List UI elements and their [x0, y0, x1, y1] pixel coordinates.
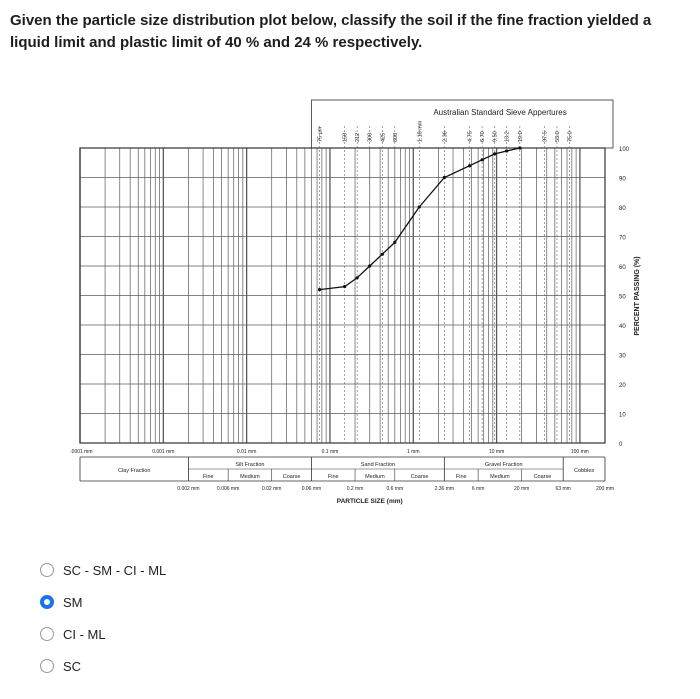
sieve-label: 53.0 — [555, 131, 561, 142]
x-axis-label: PARTICLE SIZE (mm) — [337, 498, 403, 505]
y-tick-label: 30 — [619, 354, 626, 360]
sieve-label: 600 — [393, 133, 399, 142]
x-tick-label: 0.1 mm — [322, 449, 339, 455]
chart-title: Australian Standard Sieve Appertures — [433, 108, 566, 117]
radio-button[interactable] — [40, 627, 54, 641]
y-tick-label: 80 — [619, 206, 626, 212]
option-sc-sm-ci-ml[interactable]: SC - SM - CI - ML — [40, 560, 166, 580]
sub-fraction-label: Fine — [328, 474, 339, 480]
boundary-label: 0.006 mm — [217, 486, 239, 492]
boundary-label: 2.36 mm — [435, 486, 454, 492]
boundary-label: 6 mm — [472, 486, 485, 492]
y-tick-label: 100 — [619, 147, 630, 153]
sieve-label: 4.75 — [468, 131, 474, 142]
x-tick-label: 0.01 mm — [237, 449, 256, 455]
sub-fraction-label: Fine — [456, 474, 467, 480]
data-point — [355, 276, 359, 280]
boundary-label: 200 mm — [596, 486, 614, 492]
particle-size-distribution-chart: Australian Standard Sieve Appertures 0 10 2… — [70, 99, 641, 505]
sieve-label: 37.5 — [542, 131, 548, 142]
boundary-label: 20 mm — [514, 486, 529, 492]
boundary-label: 0.002 mm — [177, 486, 199, 492]
sieve-label: 425 — [380, 133, 386, 142]
data-point — [368, 264, 372, 268]
sub-fraction-label: Coarse — [283, 474, 301, 480]
x-tick-label: 10 mm — [489, 449, 504, 455]
data-point — [468, 164, 472, 168]
sieve-label: 75 µm — [318, 126, 324, 142]
boundary-label: 0.2 mm — [347, 486, 364, 492]
y-tick-label: 10 — [619, 413, 626, 419]
y-tick-label: 50 — [619, 295, 626, 301]
y-tick-label: 90 — [619, 177, 626, 183]
boundary-label: 0.6 mm — [386, 486, 403, 492]
fraction-label: Silt Fraction — [235, 462, 264, 468]
y-tick-label: 40 — [619, 324, 626, 330]
sub-fraction-label: Fine — [203, 474, 214, 480]
x-tick-label: 0.0001 mm — [70, 449, 93, 455]
option-sc[interactable]: SC — [40, 656, 81, 676]
option-label: SC — [63, 658, 82, 674]
sieve-label: 150 — [343, 133, 349, 142]
data-point — [493, 152, 497, 156]
x-tick-label: 100 mm — [571, 449, 589, 455]
data-point — [417, 205, 421, 209]
data-point — [317, 288, 322, 292]
option-ci-ml[interactable]: CI - ML — [40, 624, 106, 644]
x-tick-label: 0.001 mm — [152, 449, 174, 455]
option-label: CI - ML — [63, 626, 106, 642]
data-point — [343, 285, 347, 289]
sub-fraction-label: Coarse — [411, 474, 429, 480]
sub-fraction-label: Medium — [490, 474, 510, 480]
data-point — [393, 240, 397, 244]
data-point — [480, 158, 484, 162]
data-point — [442, 175, 446, 180]
sub-fraction-label: Medium — [240, 474, 260, 480]
data-point — [505, 149, 509, 153]
option-label: SC - SM - CI - ML — [63, 562, 167, 578]
plot-frame — [79, 147, 606, 444]
data-point — [380, 252, 384, 256]
sieve-label: 300 — [368, 133, 374, 142]
y-tick-label: 20 — [619, 383, 626, 389]
y-axis-label: PERCENT PASSING (%) — [634, 256, 641, 335]
radio-button[interactable] — [40, 659, 54, 673]
option-sm[interactable]: SM — [40, 592, 83, 612]
sieve-label: 13.2 — [505, 131, 511, 142]
x-tick-label: 1 mm — [407, 449, 420, 455]
y-tick-label: 0 — [619, 442, 623, 448]
fraction-label: Gravel Fraction — [485, 462, 523, 468]
y-tick-label: 70 — [619, 236, 626, 242]
sieve-label: 212 — [355, 133, 361, 142]
boundary-label: 63 mm — [556, 486, 571, 492]
sub-fraction-label: Coarse — [534, 474, 552, 480]
sieve-label: 6.70 — [480, 131, 486, 142]
fraction-label: Sand Fraction — [361, 462, 395, 468]
question-text: Given the particle size distribution plo… — [10, 12, 652, 51]
sieve-label: 75.0 — [568, 131, 574, 142]
boundary-label: 0.02 mm — [262, 486, 281, 492]
sieve-label: 19.0 — [518, 131, 524, 142]
grading-curve — [319, 147, 520, 291]
boundary-label: 0.06 mm — [302, 486, 321, 492]
fraction-label: Clay Fraction — [118, 468, 150, 474]
sieve-label: 2.36 — [442, 131, 448, 142]
data-point — [518, 146, 522, 150]
sub-fraction-label: Medium — [365, 474, 385, 480]
sieve-label: 1.18 mm — [417, 120, 423, 142]
fraction-label: Cobbles — [574, 468, 594, 474]
y-tick-label: 60 — [619, 265, 626, 271]
radio-button-selected[interactable] — [40, 595, 54, 609]
option-label: SM — [63, 594, 83, 610]
radio-button[interactable] — [40, 563, 54, 577]
sieve-label: 9.50 — [493, 131, 499, 142]
